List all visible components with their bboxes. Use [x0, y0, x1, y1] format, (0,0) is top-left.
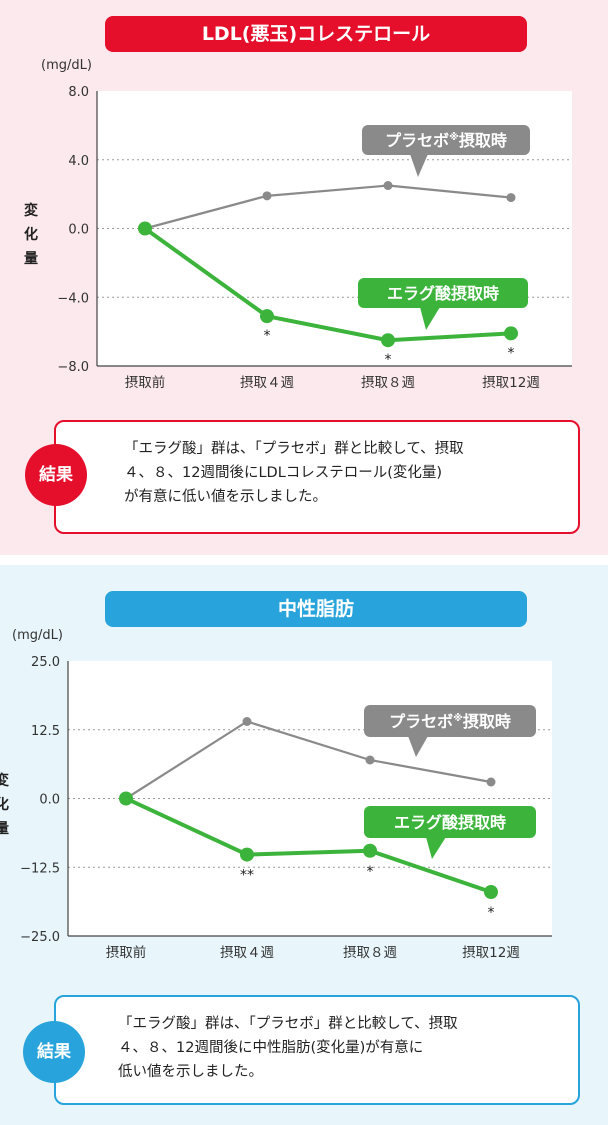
- result-text: 「エラグ酸」群は、「プラセボ」群と比較して、摂取 ４、８、12週間後に中性脂肪(…: [118, 1012, 558, 1084]
- y-axis-label-char: 量: [0, 821, 9, 837]
- callout-suffix: 摂取時: [463, 712, 511, 731]
- result-line: 低い値を示しました。: [118, 1064, 263, 1080]
- x-tick-label: 摂取８週: [361, 375, 415, 391]
- ldl-panel: LDL(悪玉)コレステロール 8.0 4.0 0.0 −4.0 −8.0 (mg/dL) 変…: [0, 0, 608, 555]
- series-line: [125, 796, 492, 894]
- result-line: ４、８、12週間後に中性脂肪(変化量)が有意に: [118, 1040, 424, 1056]
- callout-box: [358, 278, 528, 308]
- y-axis-label-char: 化: [0, 796, 9, 813]
- placebo-point: [506, 193, 516, 203]
- elagic-acid-point: [138, 221, 152, 236]
- result-line: が有意に低い値を示しました。: [124, 489, 327, 505]
- significance-marker: *: [385, 352, 392, 368]
- x-tick-label: 摂取４週: [240, 375, 294, 391]
- callout-name: プラセボ: [385, 131, 449, 150]
- x-tick-label: 摂取12週: [482, 375, 540, 391]
- callout-box: [364, 705, 536, 737]
- elagic-acid-point: [363, 843, 377, 858]
- elagic-acid-point: [484, 885, 498, 899]
- series-line: [143, 226, 512, 343]
- result-box: [54, 995, 580, 1105]
- chart-title: 中性脂肪: [105, 591, 527, 627]
- elagic-acid-callout: エラグ酸摂取時: [364, 806, 536, 859]
- elagic-acid-point: [381, 333, 395, 348]
- y-axis-label-char: 変: [24, 202, 38, 219]
- result-line: 「エラグ酸」群は、「プラセボ」群と比較して、摂取: [118, 1016, 458, 1032]
- placebo-point: [383, 181, 393, 191]
- elagic-acid-point: [260, 309, 274, 324]
- elagic-acid-callout: エラグ酸摂取時: [358, 278, 528, 330]
- placebo-point: [242, 717, 252, 726]
- callout-label: プラセボ※摂取時: [385, 131, 507, 150]
- callout-name: プラセボ: [389, 712, 453, 731]
- placebo-point: [262, 191, 272, 201]
- y-tick-label: −25.0: [20, 930, 60, 945]
- x-tick-label: 摂取12週: [462, 945, 520, 961]
- x-tick-label: 摂取８週: [343, 945, 397, 961]
- significance-marker: *: [508, 345, 515, 361]
- y-tick-label: 8.0: [68, 85, 89, 100]
- callout-mark: ※: [453, 712, 463, 724]
- placebo-point: [365, 755, 375, 765]
- result-badge: 結果: [25, 444, 87, 506]
- chart-title: LDL(悪玉)コレステロール: [105, 16, 527, 52]
- x-tick-label: 摂取前: [125, 374, 166, 391]
- significance-marker: *: [488, 905, 495, 921]
- panel-separator: [0, 555, 608, 565]
- y-axis-label-char: 量: [24, 251, 38, 267]
- callout-pointer: [408, 736, 428, 757]
- significance-marker: **: [240, 868, 254, 884]
- unit-label: (mg/dL): [41, 58, 92, 73]
- placebo-point: [486, 777, 496, 787]
- y-tick-label: 4.0: [68, 154, 89, 169]
- x-tick-label: 摂取前: [106, 944, 147, 961]
- elagic-acid-point: [119, 791, 133, 806]
- callout-pointer: [426, 837, 446, 859]
- y-tick-label: −4.0: [57, 291, 89, 306]
- callout-label: エラグ酸摂取時: [387, 284, 499, 303]
- callout-suffix: 摂取時: [459, 131, 507, 150]
- callout-label: エラグ酸摂取時: [394, 813, 506, 832]
- callout-label: プラセボ※摂取時: [389, 712, 511, 731]
- series-line: [144, 184, 512, 230]
- triglyceride-panel: 中性脂肪 25.0 12.5 0.0 −12.5 −25.0 (mg/dL) 変化量摂取前 摂…: [0, 565, 608, 1125]
- placebo-callout: プラセボ※摂取時: [362, 125, 530, 177]
- y-tick-label: 0.0: [68, 223, 89, 238]
- result-line: 「エラグ酸」群は、「プラセボ」群と比較して、摂取: [124, 441, 464, 457]
- callout-pointer: [420, 307, 440, 330]
- y-tick-label: 12.5: [31, 724, 60, 739]
- result-badge: 結果: [23, 1021, 85, 1083]
- elagic-acid-point: [504, 326, 518, 341]
- elagic-acid-point: [240, 847, 254, 862]
- unit-label: (mg/dL): [12, 628, 63, 643]
- significance-marker: *: [264, 328, 271, 344]
- y-tick-label: −8.0: [57, 360, 89, 375]
- y-tick-label: 25.0: [31, 655, 60, 670]
- result-line: ４、８、12週間後にLDLコレステロール(変化量): [124, 465, 443, 481]
- callout-box: [362, 125, 530, 155]
- x-tick-label: 摂取４週: [220, 945, 274, 961]
- placebo-callout: プラセボ※摂取時: [364, 705, 536, 757]
- callout-box: [364, 806, 536, 838]
- y-axis-label-char: 化: [24, 226, 38, 243]
- callout-pointer: [410, 154, 428, 177]
- y-tick-label: 0.0: [39, 793, 60, 808]
- callout-mark: ※: [449, 131, 459, 143]
- result-text: 「エラグ酸」群は、「プラセボ」群と比較して、摂取 ４、８、12週間後にLDLコレ…: [124, 437, 564, 509]
- y-axis-label-char: 変: [0, 772, 9, 789]
- series-line: [125, 720, 492, 800]
- y-tick-label: −12.5: [20, 861, 60, 876]
- significance-marker: *: [367, 864, 374, 880]
- result-box: [54, 420, 580, 534]
